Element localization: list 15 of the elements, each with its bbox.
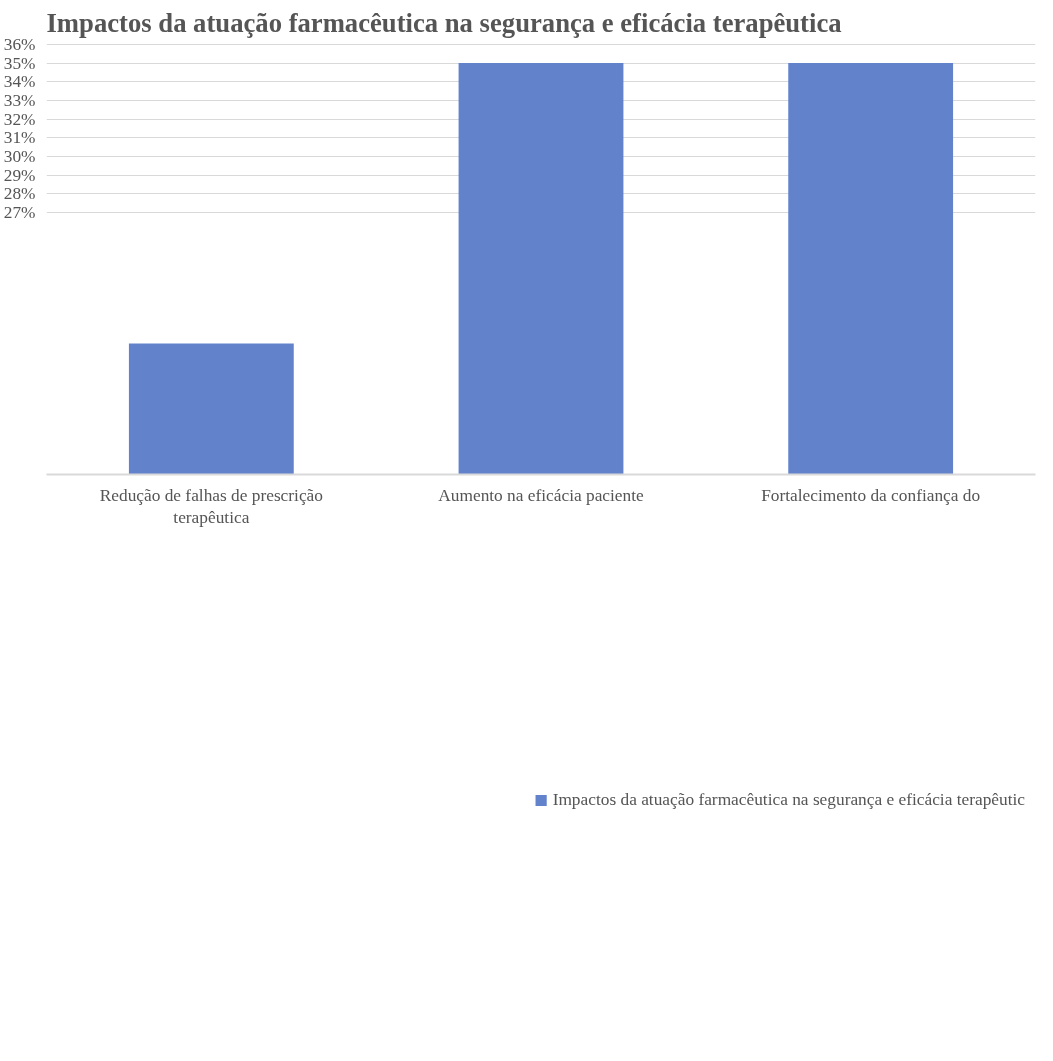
y-tick-label: 31%	[3, 128, 36, 148]
y-tick-label: 33%	[3, 90, 36, 110]
chart-title: Impactos da atuação farmacêutica na segurança e eficácia terapêutica	[46, 7, 842, 38]
y-tick-label: 34%	[3, 72, 36, 92]
x-tick-label: Redução de falhas de prescrição terapêutica	[99, 485, 323, 528]
y-tick-label: 30%	[3, 147, 36, 167]
x-tick-label: Fortalecimento da confiança do	[761, 485, 981, 505]
y-tick-label: 32%	[3, 109, 36, 129]
y-tick-label: 35%	[3, 53, 36, 73]
y-tick-label: 36%	[3, 34, 36, 54]
y-tick-label: 27%	[3, 203, 36, 223]
x-tick-label: Aumento na eficácia paciente	[438, 485, 645, 505]
y-tick-label: 28%	[3, 184, 36, 204]
legend-label: Impactos da atuação farmacêutica na segurança e eficácia terapêutic	[552, 790, 1025, 810]
y-tick-label: 29%	[3, 165, 36, 185]
